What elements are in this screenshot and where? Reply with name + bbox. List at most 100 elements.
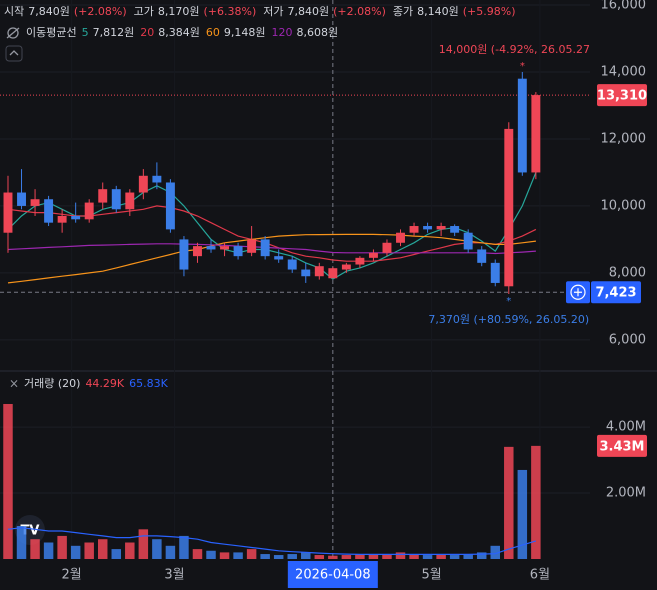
crosshair-date-box [287,561,378,588]
candle-body [165,182,175,230]
volume-last-tag: 3.43M [599,439,644,454]
volume-bar [30,539,40,559]
volume-bar [436,554,446,559]
candle-body [247,239,257,253]
y-tick-label: 6,000 [609,332,646,347]
ohlc-value: 8,170원 [158,5,200,18]
volume-bar [531,445,541,559]
add-alert-icon [570,284,586,300]
candle-body [450,226,460,233]
volume-bar [504,446,514,559]
volume-bar [355,554,365,559]
ma-legend-name: 120 [271,26,292,39]
ma-legend-name: 60 [206,26,220,39]
candle-body [233,246,243,257]
candle-body [396,232,405,243]
volume-bar [3,403,13,559]
ma-legend-value: 8,384원 [158,26,200,39]
volume-bar [463,554,473,559]
last-price-tag: 13,310 [597,89,647,104]
candle-body [220,246,230,250]
ohlc-change: (+6.38%) [204,5,257,18]
crosshair-date: 2026-04-08 [295,568,371,583]
volume-bar [517,469,528,559]
volume-bar [341,555,352,559]
ohlc-label: 고가 [134,5,154,18]
volume-bar [152,539,162,559]
ohlc-label: 시작 [4,5,24,18]
volume-bar [287,554,297,559]
ma-title: 이동평균선 [26,26,77,39]
candle-body [301,269,311,277]
candle-body [44,199,54,223]
volume-bar [328,555,338,559]
candle-body [260,239,270,257]
candle-body [463,232,473,250]
volume-bar [219,552,230,559]
volume-bar [246,549,257,559]
candle-body [409,226,419,233]
candle-body [490,262,500,283]
candle-body [314,266,324,277]
candle-body [436,226,446,230]
ma-line [7,243,536,255]
x-tick-label: 6월 [530,568,550,583]
ohlc-change: (+2.08%) [74,5,127,18]
ma-legend-name: 5 [82,26,89,39]
candle-body [3,192,13,233]
last-price-tag-box [597,84,647,107]
candle-body [382,242,392,253]
volume-bar [125,542,135,559]
y-tick-label: 10,000 [601,198,647,213]
ma-legend-value: 9,148원 [224,26,266,39]
volume-bar [57,535,67,559]
volume-bar [138,529,149,559]
volume-legend-value: 44.29K [85,377,124,390]
volume-bar [111,549,122,559]
collapse-button[interactable] [5,45,23,62]
x-tick-label: 2월 [61,568,81,583]
candle-body [193,246,202,257]
volume-bar [395,552,406,559]
high-marker-star: * [520,61,525,72]
volume-tick-label: 2.00M [606,486,646,501]
volume-bar [476,552,487,559]
volume-bar [382,554,392,559]
volume-ma-line [7,527,537,555]
volume-last-tag-box [597,434,647,457]
ohlc-label: 종가 [393,5,413,18]
high-marker-label: 14,000원 (-4.92%, 26.05.27 [439,43,590,56]
y-tick-label: 14,000 [601,64,647,79]
volume-bar [260,554,270,559]
volume-bar [490,545,500,559]
close-icon[interactable]: × [9,377,19,391]
volume-bar [301,552,311,559]
volume-bar [97,539,108,559]
ohlc-value: 7,840원 [288,5,330,18]
x-tick-label: 5월 [422,568,442,583]
candle-body [138,175,148,193]
ma-toggle-icon[interactable] [6,27,20,39]
ma-line [7,172,537,280]
volume-bar [233,552,243,559]
candle-body [517,78,527,173]
candle-body [179,239,189,270]
candle-body [206,246,216,250]
candle-body [531,95,541,173]
candle-body [17,192,26,206]
candle-body [111,189,121,210]
volume-bar [409,554,419,559]
add-alert-button[interactable] [566,281,590,304]
candle-body [98,189,108,203]
volume-title: 거래량 (20) [24,377,80,390]
ma-line [7,205,537,262]
volume-bar [368,554,379,559]
candle-body [368,252,378,258]
ma-legend-name: 20 [140,26,154,39]
volume-bar [84,542,94,559]
x-tick-label: 3월 [164,568,184,583]
ohlc-change: (+2.08%) [333,5,386,18]
crosshair-price-tag: 7,423 [595,286,636,301]
